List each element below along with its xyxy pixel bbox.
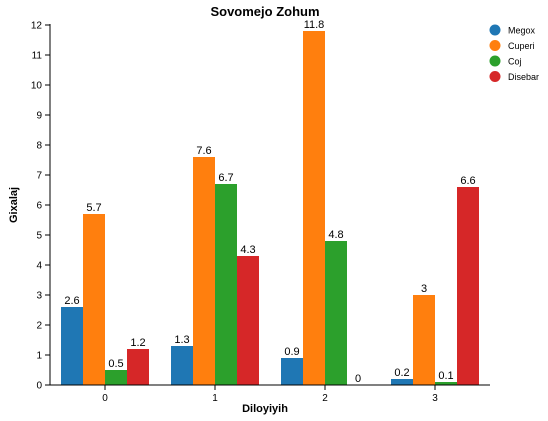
y-tick-label-3: 3 xyxy=(36,291,42,302)
legend-label-megox: Megox xyxy=(508,26,536,36)
y-tick-label-10: 10 xyxy=(31,81,43,92)
legend-swatch-megox xyxy=(489,24,501,36)
bar-disebar-3 xyxy=(457,187,479,385)
data-labels-group: 2.6 1.3 0.9 0.2 5.7 7.6 11.8 3 0.5 6.7 4.8 0.1 1.2 4.… xyxy=(64,19,475,385)
data-label-megox-3: 0.2 xyxy=(394,367,409,379)
y-axis-label: Gixalaj xyxy=(8,187,20,223)
data-label-coj-0: 0.5 xyxy=(108,358,123,370)
data-label-disebar-0: 1.2 xyxy=(130,337,145,349)
x-tick-label-1: 1 xyxy=(212,393,218,404)
bar-megox-0 xyxy=(61,307,83,385)
y-tick-label-4: 4 xyxy=(36,261,42,272)
data-label-megox-2: 0.9 xyxy=(284,346,299,358)
data-label-cuperi-3: 3 xyxy=(421,283,427,295)
legend-swatch-disebar xyxy=(489,71,501,82)
data-label-megox-1: 1.3 xyxy=(174,334,189,346)
data-label-cuperi-0: 5.7 xyxy=(86,202,101,214)
legend-swatch-cuperi xyxy=(489,40,501,51)
bar-cuperi-1 xyxy=(193,157,215,385)
data-label-coj-2: 4.8 xyxy=(328,229,343,241)
y-tick-label-8: 8 xyxy=(36,141,42,152)
bar-disebar-0 xyxy=(127,349,149,385)
x-tick-label-0: 0 xyxy=(102,393,108,404)
y-tick-label-12: 12 xyxy=(31,21,43,32)
data-label-megox-0: 2.6 xyxy=(64,295,79,307)
x-tick-label-3: 3 xyxy=(432,393,438,404)
data-label-disebar-1: 4.3 xyxy=(240,244,255,256)
legend-label-cuperi: Cuperi xyxy=(508,41,535,51)
bar-coj-0 xyxy=(105,370,127,385)
data-label-coj-1: 6.7 xyxy=(218,172,233,184)
data-label-disebar-2: 0 xyxy=(355,373,361,385)
bar-megox-3 xyxy=(391,379,413,385)
bar-megox-2 xyxy=(281,358,303,385)
bar-cuperi-0 xyxy=(83,214,105,385)
bar-megox-1 xyxy=(171,346,193,385)
x-axis: 0 1 2 3 xyxy=(50,384,490,404)
bar-coj-1 xyxy=(215,184,237,385)
bar-disebar-1 xyxy=(237,256,259,385)
y-tick-label-5: 5 xyxy=(36,231,42,242)
legend-label-disebar: Disebar xyxy=(508,72,539,82)
bar-cuperi-3 xyxy=(413,295,435,385)
data-label-coj-3: 0.1 xyxy=(438,370,453,382)
y-tick-label-2: 2 xyxy=(36,321,42,332)
bars-group xyxy=(61,31,479,385)
y-tick-label-7: 7 xyxy=(36,171,42,182)
y-tick-label-11: 11 xyxy=(32,51,43,62)
legend-swatch-coj xyxy=(489,55,501,67)
chart-title: Sovomejo Zohum xyxy=(210,4,319,19)
x-axis-label: Diloyiyih xyxy=(242,403,288,415)
y-tick-label-9: 9 xyxy=(36,111,42,122)
data-label-disebar-3: 6.6 xyxy=(460,175,475,187)
legend-label-coj: Coj xyxy=(508,57,522,67)
legend: Megox Cuperi Coj Disebar xyxy=(489,24,539,82)
x-tick-label-2: 2 xyxy=(322,393,328,404)
data-label-cuperi-1: 7.6 xyxy=(196,145,211,157)
bar-coj-2 xyxy=(325,241,347,385)
y-tick-label-0: 0 xyxy=(36,381,42,392)
bar-cuperi-2 xyxy=(303,31,325,385)
y-tick-label-1: 1 xyxy=(36,351,42,362)
y-tick-label-6: 6 xyxy=(36,201,42,212)
bar-coj-3 xyxy=(435,382,457,385)
data-label-cuperi-2: 11.8 xyxy=(304,19,325,31)
